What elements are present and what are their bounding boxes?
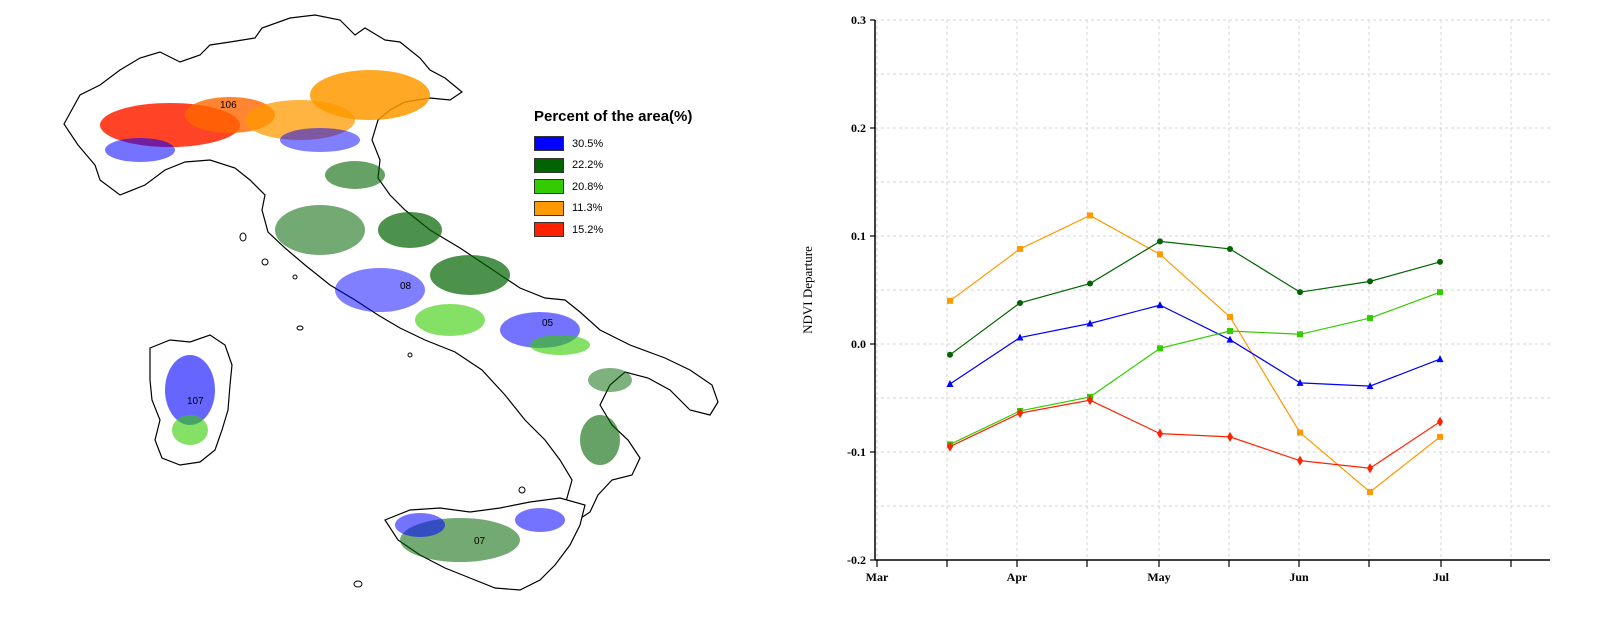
legend-label: 22.2% bbox=[572, 159, 604, 172]
data-point bbox=[1297, 455, 1303, 466]
legend-label: 20.8% bbox=[572, 180, 604, 193]
y-tick-label: -0.1 bbox=[847, 445, 866, 459]
data-point bbox=[1227, 245, 1233, 252]
data-point bbox=[1016, 333, 1024, 341]
legend-label: 15.2% bbox=[572, 223, 604, 236]
x-tick-label: Apr bbox=[1007, 570, 1028, 584]
data-point bbox=[947, 297, 953, 304]
series-line bbox=[949, 399, 1441, 469]
x-tick-label: May bbox=[1147, 570, 1170, 584]
legend-items: 30.5% 22.2% 20.8% 11.3% 15.2% bbox=[534, 133, 754, 241]
legend-item: 22.2% bbox=[534, 155, 754, 177]
legend-swatch bbox=[534, 157, 564, 173]
region-label: 07 bbox=[474, 536, 486, 547]
data-point bbox=[1156, 301, 1164, 309]
legend-title: Percent of the area(%) bbox=[534, 108, 693, 125]
land-cover-patches bbox=[100, 70, 632, 562]
data-point bbox=[947, 351, 953, 358]
legend-swatch bbox=[534, 136, 564, 152]
data-point bbox=[1157, 238, 1163, 245]
series-line bbox=[949, 240, 1441, 356]
map-legend: Percent of the area(%) 30.5% 22.2% 20.8% 11… bbox=[534, 108, 754, 241]
series-group bbox=[947, 395, 1443, 474]
legend-item: 15.2% bbox=[534, 219, 754, 241]
data-point bbox=[1297, 429, 1303, 436]
y-tick-label: -0.2 bbox=[847, 553, 866, 567]
legend-item: 11.3% bbox=[534, 198, 754, 220]
region-label: 106 bbox=[220, 100, 237, 111]
data-point bbox=[1226, 335, 1234, 343]
y-tick-label: 0.2 bbox=[851, 121, 866, 135]
axis-layer: -0.2 -0.1 0.0 0.1 0.2 0.3 Mar Apr May Jun Jul bbox=[847, 13, 1550, 584]
data-point bbox=[1087, 395, 1093, 406]
grid-layer bbox=[875, 19, 1550, 561]
data-point bbox=[1087, 212, 1093, 219]
series-line bbox=[949, 214, 1441, 493]
data-point bbox=[1367, 315, 1373, 322]
data-point bbox=[1366, 382, 1374, 390]
region-label: 05 bbox=[542, 318, 554, 329]
data-point bbox=[1297, 331, 1303, 338]
data-point bbox=[1087, 280, 1093, 287]
series-group bbox=[946, 301, 1444, 390]
series-group bbox=[947, 238, 1443, 358]
region-label: 08 bbox=[400, 281, 412, 292]
data-point bbox=[1157, 345, 1163, 352]
data-point bbox=[1017, 408, 1023, 419]
data-point bbox=[1017, 245, 1023, 252]
data-point bbox=[1227, 431, 1233, 442]
data-point bbox=[1227, 328, 1233, 335]
series-line bbox=[949, 291, 1441, 445]
data-point bbox=[1296, 378, 1304, 386]
data-point bbox=[947, 441, 953, 452]
legend-label: 30.5% bbox=[572, 137, 604, 150]
data-point bbox=[1086, 319, 1094, 327]
x-tick-label: Jul bbox=[1433, 570, 1450, 584]
data-point bbox=[1297, 289, 1303, 296]
chart-panel: -0.2 -0.1 0.0 0.1 0.2 0.3 Mar Apr May Jun Jul NDVI… bbox=[790, 0, 1599, 618]
data-point bbox=[1436, 355, 1444, 363]
data-point bbox=[1227, 314, 1233, 320]
data-point bbox=[1367, 463, 1373, 474]
x-tick-label: Mar bbox=[866, 570, 889, 584]
x-tick-label: Jun bbox=[1289, 570, 1309, 584]
y-tick-label: 0.3 bbox=[851, 13, 866, 27]
series-line bbox=[949, 304, 1441, 387]
data-point bbox=[1367, 488, 1373, 495]
legend-swatch bbox=[534, 179, 564, 195]
y-tick-label: 0.1 bbox=[851, 229, 866, 243]
legend-item: 20.8% bbox=[534, 176, 754, 198]
legend-swatch bbox=[534, 222, 564, 238]
data-point bbox=[1157, 428, 1163, 439]
legend-swatch bbox=[534, 200, 564, 216]
legend-label: 11.3% bbox=[572, 202, 603, 215]
data-point bbox=[1437, 416, 1443, 427]
italy-map: 106 08 107 07 05 bbox=[63, 14, 719, 591]
data-point bbox=[1437, 258, 1443, 265]
legend-item: 30.5% bbox=[534, 133, 754, 155]
region-label: 107 bbox=[187, 396, 204, 407]
data-point bbox=[1157, 251, 1163, 258]
data-point bbox=[1437, 289, 1443, 296]
series-layer bbox=[946, 212, 1444, 495]
mainland-outline bbox=[63, 14, 719, 523]
series-group bbox=[947, 212, 1443, 495]
y-axis-label: NDVI Departure bbox=[800, 246, 815, 334]
ndvi-departure-chart: -0.2 -0.1 0.0 0.1 0.2 0.3 Mar Apr May Jun Jul NDVI… bbox=[800, 13, 1550, 584]
data-point bbox=[1367, 278, 1373, 285]
data-point bbox=[1437, 433, 1443, 440]
data-point bbox=[1017, 299, 1023, 306]
map-panel: 106 08 107 07 05 Percent of the area(%) … bbox=[0, 0, 760, 618]
y-tick-label: 0.0 bbox=[851, 337, 866, 351]
data-point bbox=[946, 379, 954, 387]
